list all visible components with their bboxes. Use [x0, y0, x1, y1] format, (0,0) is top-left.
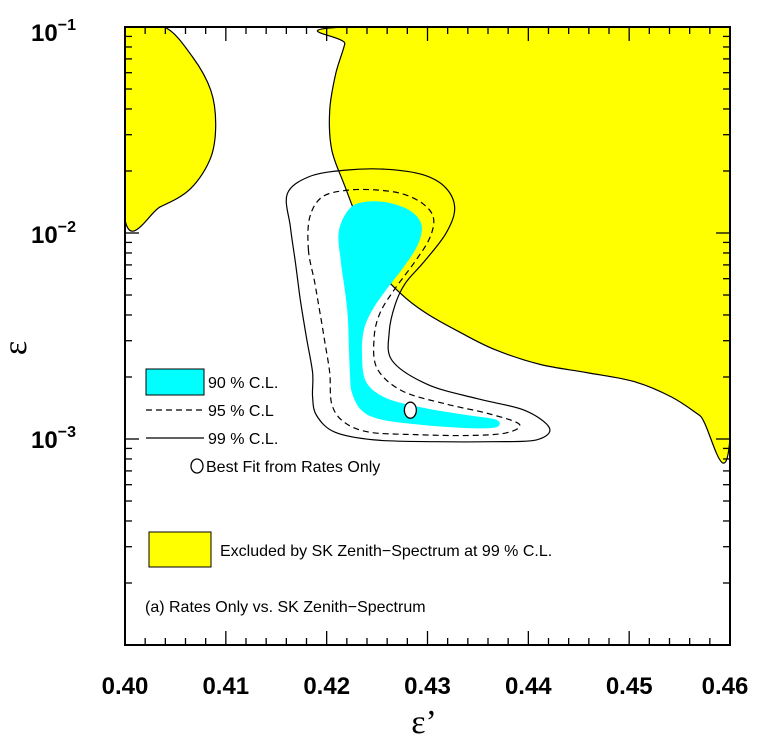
- x-tick-label: 0.44: [505, 673, 552, 700]
- plot-frame: [124, 26, 731, 646]
- legend-swatch-cl90: [145, 368, 205, 396]
- region-fill-excluded: [125, 27, 217, 232]
- panel-annotation: (a) Rates Only vs. SK Zenith−Spectrum: [145, 599, 426, 616]
- region-solid: [285, 168, 551, 443]
- legend-label-excluded: Excluded by SK Zenith−Spectrum at 99 % C…: [220, 543, 552, 560]
- y-tick-label: 10−2: [31, 219, 76, 249]
- y-tick-label: 10−1: [31, 17, 76, 47]
- x-tick-label: 0.41: [202, 673, 249, 700]
- y-tick-labels: 10−1 10−2 10−3: [31, 17, 76, 454]
- y-tick-label: 10−3: [31, 424, 76, 454]
- legend-label-cl90: 90 % C.L.: [208, 375, 278, 392]
- legend-marker-best-fit: [190, 458, 204, 474]
- y-axis-title: ε: [0, 341, 34, 355]
- x-tick-labels: 0.40 0.41 0.42 0.43 0.44 0.45 0.46: [102, 673, 749, 700]
- region-fill-excluded: [316, 27, 730, 464]
- x-tick-label: 0.40: [102, 673, 149, 700]
- best-fit-layer: [403, 401, 418, 419]
- legend-label-cl99: 99 % C.L.: [208, 431, 278, 448]
- legend: 90 % C.L. 95 % C.L 99 % C.L. Best Fit fr…: [145, 368, 552, 568]
- x-tick-label: 0.45: [606, 673, 653, 700]
- legend-swatch-excluded: [148, 531, 212, 568]
- best-fit-marker: [403, 401, 418, 419]
- region-fill-cl90: [338, 201, 500, 429]
- legend-label-cl95: 95 % C.L: [208, 403, 274, 420]
- x-tick-label: 0.42: [303, 673, 350, 700]
- x-axis-title: ε’: [411, 704, 437, 740]
- region-dashed: [307, 188, 521, 437]
- legend-label-best-fit: Best Fit from Rates Only: [206, 459, 380, 476]
- contour-regions: [125, 27, 730, 464]
- x-tick-label: 0.46: [702, 673, 749, 700]
- x-tick-label: 0.43: [404, 673, 451, 700]
